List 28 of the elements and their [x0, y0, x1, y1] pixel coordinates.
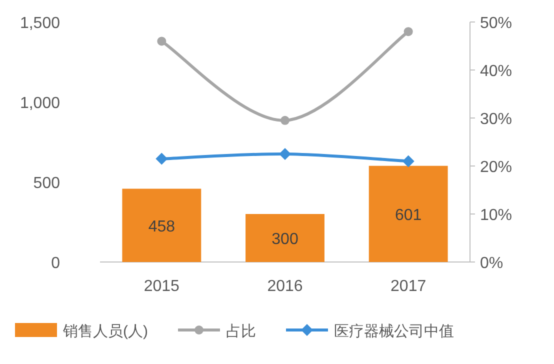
x-tick-label: 2015 — [144, 278, 180, 295]
x-tick-label: 2016 — [267, 278, 303, 295]
bar — [122, 188, 202, 262]
y-tick-label: 1,500 — [20, 15, 60, 32]
point — [279, 148, 291, 160]
y2-tick-label: 10% — [480, 207, 512, 224]
legend-label: 销售人员(人) — [62, 323, 148, 340]
legend-label: 占比 — [226, 323, 256, 340]
point — [280, 116, 290, 125]
x-tick-label: 2017 — [390, 278, 426, 295]
bar — [368, 166, 448, 262]
y2-tick-label: 20% — [480, 159, 512, 176]
data-label: 300 — [272, 231, 298, 248]
y2-tick-label: 40% — [480, 63, 512, 80]
point — [156, 152, 168, 165]
legend-label: 医疗器械公司中值 — [334, 323, 454, 340]
y-tick-label: 1,000 — [20, 95, 60, 112]
y2-tick-label: 0% — [480, 255, 504, 272]
y-tick-label: 0 — [51, 255, 60, 272]
point — [402, 155, 414, 168]
y-tick-label: 500 — [33, 175, 60, 192]
y2-tick-label: 30% — [480, 111, 512, 128]
data-label: 458 — [148, 218, 176, 236]
point — [157, 36, 166, 46]
data-label: 601 — [394, 206, 422, 224]
y2-tick-label: 50% — [480, 15, 512, 32]
point — [404, 27, 413, 36]
bar — [246, 214, 324, 262]
